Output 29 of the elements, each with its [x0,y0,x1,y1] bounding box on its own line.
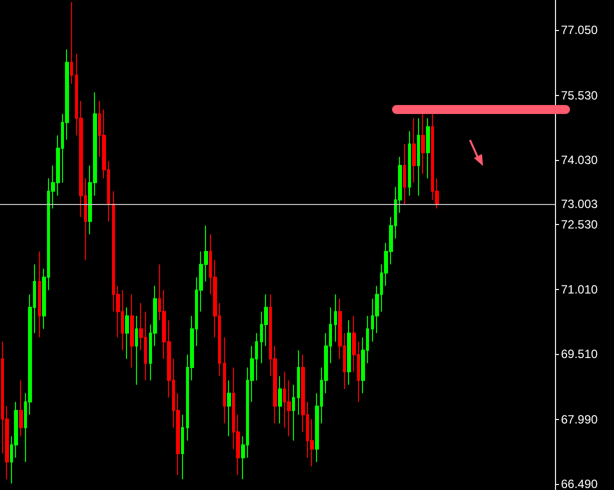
candlestick [19,380,23,437]
candlestick [403,143,406,205]
candlestick [223,336,226,424]
y-tick-label: 75.530 [561,88,598,102]
candlestick [334,294,337,342]
candlestick [297,350,300,416]
y-tick-label: 66.490 [561,476,598,490]
candlestick [70,2,73,84]
ref-line-label: 73.003 [561,197,598,212]
y-tick-label: 72.530 [561,217,598,232]
candlestick [292,384,295,442]
candlestick [278,376,282,424]
y-tick-label: 71.010 [561,282,598,297]
candlestick [130,294,134,368]
y-tick-label: 77.050 [561,23,598,38]
candlestick [227,380,231,437]
candlestick [408,130,411,196]
candlestick [426,118,430,179]
candlestick [125,306,129,360]
y-tick-label: 67.990 [561,412,598,427]
y-tick-label: 69.510 [561,347,598,362]
candlestick [181,414,184,480]
candlestick [347,320,351,386]
candlestick [412,118,416,184]
candlestick [417,118,420,196]
y-tick-label: 74.030 [561,152,598,167]
candlestick [38,250,41,338]
candlestick [421,113,425,175]
candlestick [135,315,138,386]
